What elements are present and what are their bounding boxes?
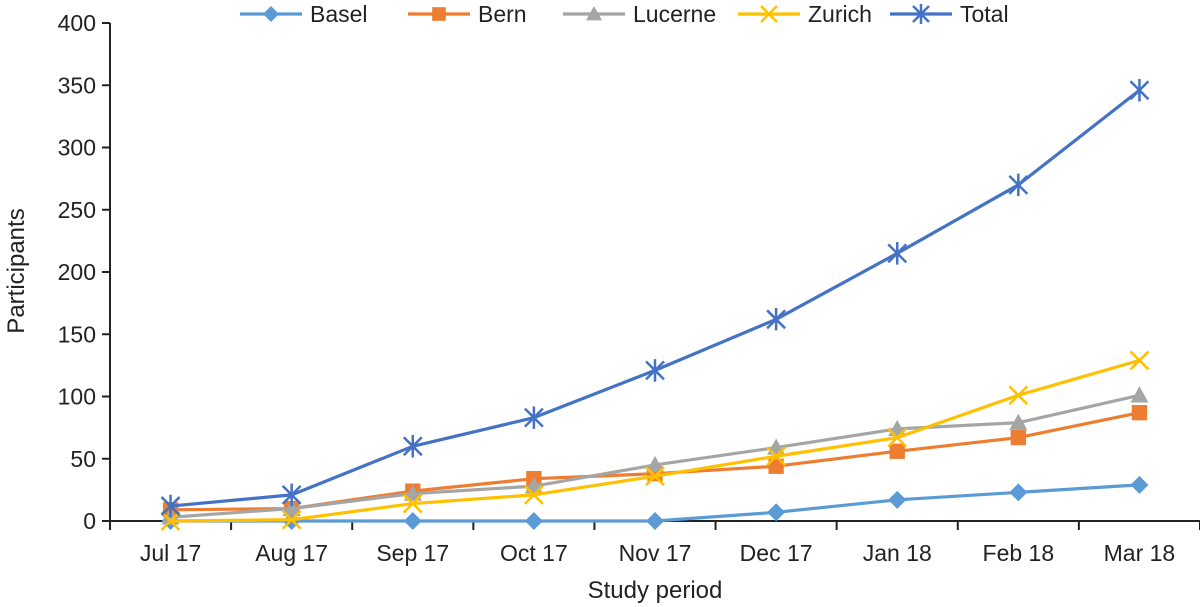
data-point-zurich (524, 484, 544, 505)
legend-item-bern: Bern (408, 1, 527, 27)
x-tick-label: Feb 18 (983, 540, 1055, 566)
data-point-basel (888, 490, 907, 509)
data-point-bern (1010, 429, 1026, 446)
data-point-zurich (1008, 385, 1029, 406)
legend-item-zurich: Zurich (738, 1, 872, 27)
y-tick-label: 100 (58, 384, 96, 410)
y-tick-label: 150 (58, 321, 96, 347)
data-point-total (766, 308, 786, 331)
x-tick-label: Nov 17 (619, 540, 692, 566)
x-tick-label: Mar 18 (1104, 540, 1176, 566)
y-tick-label: 250 (58, 197, 96, 223)
data-point-zurich (766, 446, 786, 467)
data-point-total (887, 242, 908, 265)
y-axis: 0 50 100 150 200 250 300 350 400 (58, 10, 111, 534)
data-point-total (160, 494, 181, 518)
legend-item-lucerne: Lucerne (563, 1, 716, 27)
y-tick-label: 0 (83, 508, 96, 534)
data-point-lucerne (282, 499, 301, 516)
data-point-zurich (887, 427, 908, 448)
series-line-total (170, 88, 1141, 508)
series-lucerne (161, 386, 1149, 525)
data-point-total (281, 483, 302, 507)
y-tick-label: 300 (58, 135, 96, 161)
y-tick-label: 50 (70, 446, 96, 472)
legend-marker (263, 6, 279, 22)
legend-label: Total (960, 1, 1009, 27)
data-point-total (402, 435, 423, 458)
legend-label: Bern (478, 1, 527, 27)
data-point-lucerne (403, 484, 422, 501)
x-tick-label: Jul 17 (140, 540, 201, 566)
data-point-zurich (1129, 350, 1150, 371)
legend-label: Lucerne (633, 1, 716, 27)
x-tick-label: Jan 18 (863, 540, 932, 566)
legend-marker (760, 5, 778, 23)
y-axis-title: Participants (3, 208, 30, 333)
data-point-total (524, 406, 544, 429)
legend-label: Basel (310, 1, 368, 27)
data-point-basel (1130, 475, 1149, 494)
x-tick-label: Dec 17 (740, 540, 813, 566)
series-total (160, 78, 1150, 518)
data-point-basel (403, 512, 422, 530)
data-point-zurich (160, 511, 181, 531)
data-point-lucerne (1130, 386, 1149, 403)
data-point-basel (646, 512, 664, 530)
plot-area (160, 78, 1150, 531)
data-point-total (1129, 78, 1150, 102)
data-point-lucerne (1009, 413, 1028, 430)
y-tick-label: 200 (58, 259, 96, 285)
data-point-zurich (645, 466, 665, 487)
legend-marker (912, 4, 930, 24)
series-zurich (160, 350, 1150, 531)
legend-item-total: Total (890, 1, 1009, 27)
data-point-bern (1131, 405, 1148, 421)
y-tick-label: 400 (58, 10, 96, 36)
data-point-bern (889, 443, 905, 459)
data-point-zurich (402, 493, 423, 514)
data-point-total (1008, 173, 1029, 197)
data-point-total (645, 359, 665, 382)
data-point-bern (768, 458, 784, 474)
data-point-basel (767, 503, 786, 522)
legend-marker (432, 7, 446, 21)
legend: Basel Bern Lucerne Zurich Total (240, 1, 1009, 27)
legend-label: Zurich (808, 1, 872, 27)
data-point-basel (1009, 483, 1028, 502)
x-tick-label: Sep 17 (376, 540, 449, 566)
x-tick-label: Oct 17 (500, 540, 568, 566)
legend-item-basel: Basel (240, 1, 368, 27)
data-point-zurich (281, 509, 302, 530)
x-axis-title: Study period (588, 577, 723, 604)
data-point-lucerne (646, 455, 664, 473)
x-tick-label: Aug 17 (255, 540, 328, 566)
y-tick-label: 350 (58, 72, 96, 98)
legend-marker (586, 6, 602, 21)
data-point-basel (524, 512, 543, 530)
